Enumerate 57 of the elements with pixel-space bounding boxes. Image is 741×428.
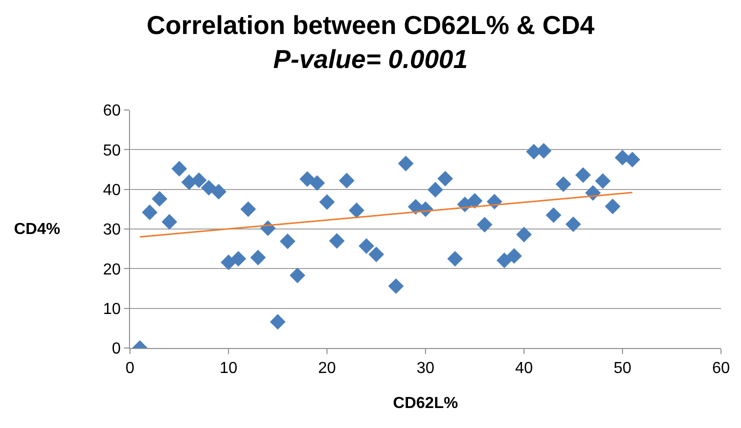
point <box>220 254 236 270</box>
point <box>270 314 286 330</box>
point <box>565 216 582 232</box>
point <box>604 198 620 214</box>
point <box>388 278 404 294</box>
y-tick-label: 50 <box>103 142 121 160</box>
x-tick-label: 10 <box>220 360 238 378</box>
chart-title: Correlation between CD62L% & CD4 <box>146 10 595 40</box>
point <box>437 170 453 186</box>
chart-subtitle: P-value= 0.0001 <box>273 44 468 74</box>
point <box>496 252 512 268</box>
point <box>506 248 522 264</box>
point <box>319 194 335 210</box>
y-tick-label: 30 <box>103 222 121 239</box>
x-axis-title: CD62L% <box>393 394 458 412</box>
point <box>290 268 306 284</box>
point <box>250 250 266 266</box>
x-tick-label: 60 <box>712 360 730 378</box>
point <box>595 173 611 189</box>
point <box>358 238 374 254</box>
point <box>201 180 217 196</box>
y-tick-label: 0 <box>112 340 121 358</box>
point <box>428 182 444 198</box>
point <box>447 250 463 267</box>
point <box>338 172 354 188</box>
point <box>162 214 178 230</box>
y-tick-label: 20 <box>103 261 121 278</box>
point <box>152 191 168 207</box>
x-tick-label: 50 <box>614 360 632 378</box>
point <box>309 175 325 191</box>
x-tick-label: 0 <box>126 360 135 378</box>
y-tick-label: 60 <box>103 102 121 120</box>
point <box>516 226 532 242</box>
point <box>398 156 414 172</box>
point <box>466 193 483 209</box>
y-tick-label: 40 <box>103 182 121 199</box>
point <box>300 171 316 187</box>
point <box>329 233 345 249</box>
point <box>210 184 226 200</box>
y-tick-label: 10 <box>103 300 121 318</box>
point <box>280 234 296 250</box>
point <box>348 202 364 218</box>
x-tick-label: 20 <box>318 360 336 378</box>
x-tick-label: 30 <box>416 360 434 378</box>
point <box>240 201 256 217</box>
point <box>230 250 246 267</box>
point <box>368 246 384 262</box>
point <box>191 172 207 188</box>
point <box>476 216 492 232</box>
y-axis-title: CD4% <box>14 221 60 238</box>
point <box>171 160 188 177</box>
point <box>624 152 640 168</box>
point <box>546 207 562 223</box>
point <box>575 167 591 183</box>
point <box>556 176 572 192</box>
point <box>142 204 158 220</box>
x-tick-label: 40 <box>515 360 533 378</box>
